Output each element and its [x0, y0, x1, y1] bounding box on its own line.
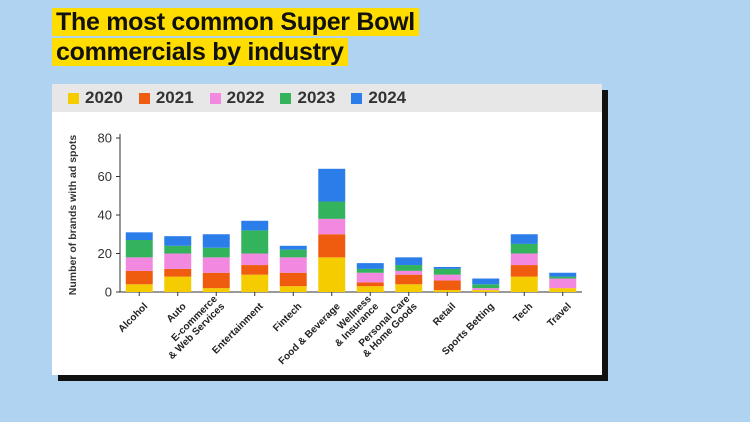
bar-segment-2021 — [125, 270, 153, 285]
bar-segment-2024 — [395, 257, 423, 266]
x-tick-label: Tech — [511, 301, 535, 325]
title-line-1: The most common Super Bowl — [52, 8, 419, 36]
bar-segment-2020 — [433, 290, 461, 292]
legend-label-2023: 2023 — [297, 88, 336, 107]
legend-label-2024: 2024 — [368, 88, 407, 107]
bar-segment-2022 — [472, 288, 500, 291]
bar-segment-2020 — [241, 274, 269, 292]
bar-segment-2023 — [510, 243, 538, 254]
legend-item-2022: 2022 — [209, 88, 265, 108]
bar-segment-2021 — [318, 234, 346, 258]
bar-segment-2023 — [241, 230, 269, 254]
y-axis-label: Number of brands with ad spots — [67, 135, 79, 296]
bar-segment-2022 — [433, 274, 461, 281]
bar-segment-2020 — [164, 276, 192, 292]
y-tick-label: 20 — [98, 246, 112, 261]
bar-segment-2020 — [395, 284, 423, 292]
bar-segment-2024 — [202, 234, 230, 248]
bar-segment-2021 — [279, 272, 307, 287]
x-tick-label: Alcohol — [116, 301, 150, 335]
bar-segment-2020 — [510, 276, 538, 292]
bar-segment-2024 — [241, 220, 269, 231]
bar-segment-2024 — [318, 168, 346, 202]
bar-segment-2024 — [510, 234, 538, 244]
bar-segment-2023 — [202, 247, 230, 258]
bar-segment-2021 — [241, 265, 269, 275]
legend-item-2020: 2020 — [68, 88, 123, 108]
bar-segment-2024 — [164, 236, 192, 246]
bar-segment-2021 — [510, 265, 538, 277]
legend-item-2023: 2023 — [280, 88, 335, 108]
bar-segment-2020 — [202, 288, 230, 292]
y-tick-label: 60 — [98, 169, 112, 184]
bar-segment-2023 — [472, 284, 500, 289]
bar-segment-2023 — [164, 245, 192, 254]
bar-segment-2023 — [318, 201, 346, 219]
chart-card: 2020 2021 2022 2023 2024 Number of brand… — [52, 84, 602, 375]
bar-segment-2020 — [549, 288, 577, 292]
bar-segment-2023 — [395, 265, 423, 271]
legend-label-2020: 2020 — [85, 88, 123, 107]
bar-segment-2022 — [395, 270, 423, 275]
bar-segment-2022 — [202, 257, 230, 273]
y-tick-label: 40 — [98, 208, 112, 223]
bar-segment-2024 — [433, 266, 461, 269]
bar-segment-2024 — [279, 245, 307, 250]
bar-segment-2020 — [125, 284, 153, 292]
bar-segment-2020 — [279, 286, 307, 292]
legend-item-2024: 2024 — [351, 88, 406, 108]
bar-segment-2021 — [356, 282, 384, 287]
bar-segment-2023 — [125, 240, 153, 258]
x-tick-label: Travel — [545, 301, 573, 329]
bar-segment-2021 — [395, 274, 423, 285]
bar-segment-2022 — [125, 257, 153, 271]
legend-item-2021: 2021 — [138, 88, 194, 108]
title-block: The most common Super Bowl commercials b… — [52, 8, 419, 68]
y-tick-label: 80 — [98, 131, 112, 146]
legend-swatch-2022 — [209, 92, 221, 104]
legend-swatch-2021 — [138, 92, 150, 104]
legend-label-2021: 2021 — [155, 88, 194, 107]
x-tick-label: Fintech — [271, 301, 304, 334]
bar-segment-2023 — [279, 249, 307, 258]
bar-segment-2024 — [125, 232, 153, 241]
bar-segment-2020 — [318, 257, 346, 292]
bar-segment-2023 — [356, 268, 384, 273]
stacked-bar-chart: Number of brands with ad spots 0 20 40 60 80 A… — [67, 131, 582, 367]
bar-segment-2023 — [549, 276, 577, 279]
bar-segment-2020 — [472, 290, 500, 292]
bar-segment-2024 — [549, 272, 577, 277]
legend-swatch-2023 — [280, 92, 292, 104]
bar-segment-2021 — [164, 268, 192, 277]
legend-swatch-2020 — [68, 92, 79, 104]
bar-segment-2020 — [356, 286, 384, 292]
y-tick-label: 0 — [105, 285, 112, 300]
bar-segment-2022 — [164, 253, 192, 269]
bar-segment-2024 — [356, 263, 384, 269]
legend: 2020 2021 2022 2023 2024 — [52, 84, 602, 112]
bar-segment-2022 — [279, 257, 307, 273]
bar-segment-2022 — [510, 253, 538, 266]
bar-segment-2023 — [433, 268, 461, 275]
bar-segment-2021 — [202, 272, 230, 289]
title-line-2: commercials by industry — [52, 38, 348, 66]
legend-label-2022: 2022 — [226, 88, 265, 107]
bar-segment-2024 — [472, 278, 500, 285]
bar-segment-2022 — [549, 278, 577, 289]
bar-segment-2022 — [356, 272, 384, 283]
legend-swatch-2024 — [351, 92, 363, 104]
bar-segment-2022 — [318, 218, 346, 235]
x-tick-label: Retail — [431, 301, 458, 328]
bar-segment-2021 — [433, 280, 461, 291]
bar-segment-2022 — [241, 253, 269, 266]
